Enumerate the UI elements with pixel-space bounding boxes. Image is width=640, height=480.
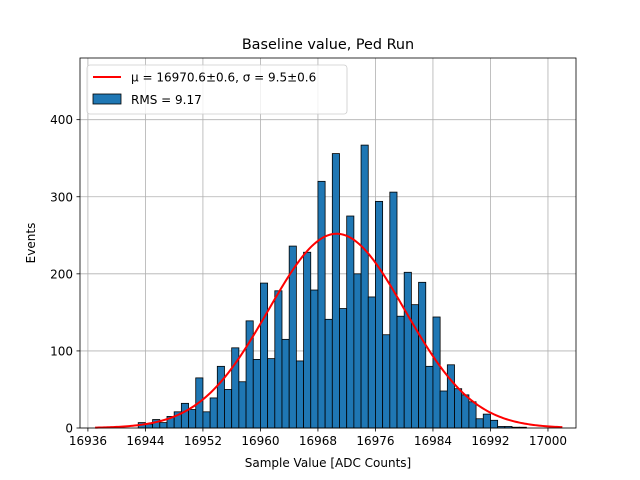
histogram-bar (382, 334, 391, 429)
legend-histogram-label: RMS = 9.17 (131, 93, 202, 107)
x-tick-label: 16992 (471, 434, 509, 448)
y-tick-label: 400 (50, 113, 73, 127)
histogram-bar (324, 318, 333, 429)
x-tick-label: 16960 (241, 434, 279, 448)
y-tick-label: 200 (50, 267, 73, 281)
x-tick-label: 16952 (184, 434, 222, 448)
histogram-bar (475, 418, 484, 429)
histogram-bar (295, 360, 304, 429)
histogram-bar (159, 422, 168, 429)
histogram-bar (180, 402, 189, 429)
histogram-bar (396, 315, 405, 429)
histogram-bar (274, 290, 283, 429)
histogram-bar (346, 215, 355, 429)
histogram-bar (303, 251, 312, 429)
histogram-bar (267, 358, 276, 429)
histogram-bar (432, 316, 441, 429)
x-tick-label: 16968 (299, 434, 337, 448)
histogram-bar (202, 411, 211, 429)
legend-box (86, 64, 348, 115)
histogram-bar (339, 308, 348, 429)
histogram-bar (331, 153, 340, 429)
histogram-bar (188, 409, 197, 429)
legend-histogram-swatch (92, 93, 122, 105)
histogram-bar (281, 338, 290, 429)
gaussian-fit-curve (95, 232, 563, 429)
histogram-bar (260, 282, 269, 429)
histogram-bar (310, 289, 319, 429)
histogram-bar (439, 390, 448, 429)
histogram-bar (360, 144, 369, 429)
x-axis-ticks: 16936 16944 16952 16960 16968 16976 16984 16992… (69, 428, 567, 448)
histogram-bar (446, 364, 455, 429)
plot-frame (79, 57, 577, 429)
histogram-bar (418, 281, 427, 429)
x-tick-label: 16976 (356, 434, 394, 448)
histogram-bar (209, 397, 218, 429)
histogram-bar (461, 394, 470, 429)
histogram-bar (367, 296, 376, 429)
legend: μ = 16970.6±0.6, σ = 9.5±0.6 RMS = 9.17 (86, 64, 348, 115)
histogram-bar (403, 271, 412, 429)
x-tick-label: 17000 (529, 434, 567, 448)
y-tick-label: 100 (50, 344, 73, 358)
legend-fit-label: μ = 16970.6±0.6, σ = 9.5±0.6 (131, 71, 316, 85)
histogram-bar (425, 365, 434, 429)
chart-title: Baseline value, Ped Run (242, 37, 414, 53)
histogram-bar (389, 191, 398, 429)
histogram-bar (317, 180, 326, 429)
y-tick-label: 300 (50, 190, 73, 204)
histogram-bar (353, 273, 362, 429)
y-axis-label: Events (24, 223, 38, 264)
histogram-bar (468, 401, 477, 429)
histogram-bar (375, 200, 384, 429)
x-tick-label: 16936 (69, 434, 107, 448)
histogram-bar (252, 358, 261, 429)
histogram-bar (482, 413, 491, 429)
x-axis-label: Sample Value [ADC Counts] (245, 456, 411, 470)
histogram-bar (224, 389, 233, 429)
histogram-bar (490, 419, 499, 429)
histogram-bar (454, 388, 463, 429)
x-tick-label: 16944 (126, 434, 164, 448)
y-axis-ticks: 0 100 200 300 400 (50, 113, 80, 436)
x-tick-label: 16984 (414, 434, 452, 448)
y-tick-label: 0 (65, 422, 73, 436)
histogram-bar (238, 381, 247, 429)
histogram-bar (216, 365, 225, 429)
